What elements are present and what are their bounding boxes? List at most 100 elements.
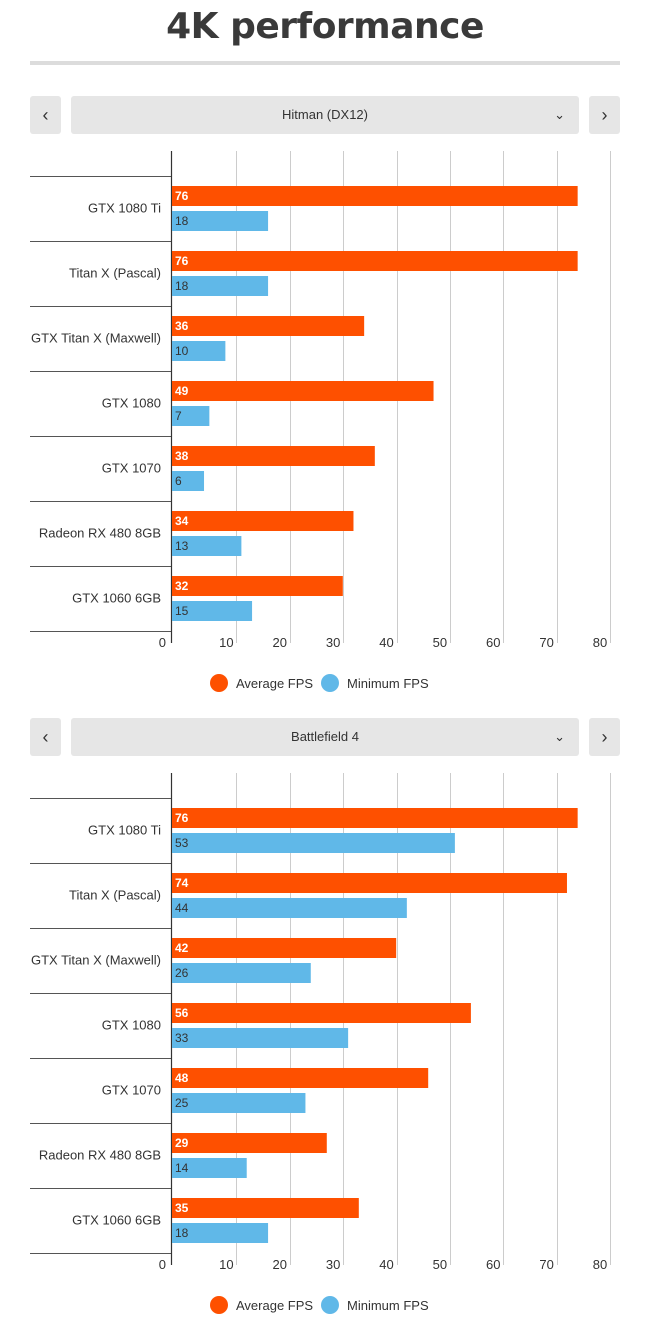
bar-minimum — [172, 833, 455, 853]
category-label: Radeon RX 480 8GB — [39, 1148, 161, 1163]
x-tick-label: 70 — [539, 1257, 553, 1272]
data-label: 13 — [175, 539, 189, 553]
previous-chart-button[interactable]: ‹ — [30, 718, 61, 756]
bar-average — [172, 938, 397, 958]
data-label: 7 — [175, 409, 182, 423]
bar-average — [172, 381, 434, 401]
data-label: 38 — [175, 449, 189, 463]
bar-minimum — [172, 211, 269, 231]
bar-average — [172, 316, 365, 336]
data-label: 29 — [175, 1136, 189, 1150]
data-label: 76 — [175, 254, 189, 268]
chevron-left-icon: ‹ — [42, 726, 49, 747]
x-tick-label: 0 — [159, 635, 166, 650]
legend-label-minimum: Minimum FPS — [347, 675, 429, 691]
next-chart-button[interactable]: › — [589, 718, 620, 756]
chevron-right-icon: › — [601, 104, 608, 125]
data-label: 10 — [175, 344, 189, 358]
category-label: GTX Titan X (Maxwell) — [31, 331, 161, 346]
bar-average — [172, 576, 343, 596]
x-tick-label: 60 — [486, 1257, 500, 1272]
game-select-label: Battlefield 4 — [291, 729, 359, 744]
data-label: 53 — [175, 836, 189, 850]
bar-average — [172, 251, 578, 271]
bar-minimum — [172, 1093, 306, 1113]
legend-swatch-minimum — [321, 674, 339, 692]
data-label: 14 — [175, 1161, 189, 1175]
category-label: Radeon RX 480 8GB — [39, 526, 161, 541]
category-label: GTX 1060 6GB — [72, 591, 161, 606]
bar-minimum — [172, 341, 226, 361]
legend-item-average[interactable]: Average FPS — [210, 1293, 313, 1317]
data-label: 74 — [175, 876, 189, 890]
category-label: GTX 1080 Ti — [88, 201, 161, 216]
x-tick-label: 50 — [433, 635, 447, 650]
data-label: 18 — [175, 214, 189, 228]
bar-average — [172, 511, 354, 531]
category-label: GTX 1070 — [102, 461, 161, 476]
legend-item-minimum[interactable]: Minimum FPS — [321, 671, 429, 695]
x-tick-label: 50 — [433, 1257, 447, 1272]
data-label: 49 — [175, 384, 189, 398]
next-chart-button[interactable]: › — [589, 96, 620, 134]
legend-item-average[interactable]: Average FPS — [210, 671, 313, 695]
data-label: 34 — [175, 514, 189, 528]
chevron-down-icon: ⌄ — [554, 729, 565, 744]
bar-minimum — [172, 898, 407, 918]
data-label: 35 — [175, 1201, 189, 1215]
title-divider — [30, 61, 620, 65]
legend-swatch-average — [210, 674, 228, 692]
category-label: GTX 1080 — [102, 396, 161, 411]
bar-average — [172, 873, 567, 893]
chevron-right-icon: › — [601, 726, 608, 747]
bar-minimum — [172, 1028, 349, 1048]
data-label: 33 — [175, 1031, 189, 1045]
data-label: 42 — [175, 941, 189, 955]
legend-label-average: Average FPS — [236, 675, 314, 691]
chevron-down-icon: ⌄ — [554, 107, 565, 122]
x-tick-label: 60 — [486, 635, 500, 650]
data-label: 18 — [175, 1226, 189, 1240]
x-tick-label: 10 — [219, 1257, 233, 1272]
x-tick-label: 40 — [379, 635, 393, 650]
x-tick-label: 10 — [219, 635, 233, 650]
x-tick-label: 80 — [593, 635, 607, 650]
x-tick-label: 30 — [326, 635, 340, 650]
x-tick-label: 40 — [379, 1257, 393, 1272]
category-label: GTX 1070 — [102, 1083, 161, 1098]
bar-minimum — [172, 471, 205, 491]
bar-average — [172, 1068, 429, 1088]
chart-legend: Average FPS Minimum FPS — [0, 1293, 650, 1317]
legend-label-average: Average FPS — [236, 1297, 314, 1313]
game-select-dropdown[interactable]: Battlefield 4 ⌄ — [71, 718, 579, 756]
game-select-dropdown[interactable]: Hitman (DX12) ⌄ — [71, 96, 579, 134]
category-label: GTX 1060 6GB — [72, 1213, 161, 1228]
chart-panel-battlefield: ‹ Battlefield 4 ⌄ › GTX 1080 Ti 76 53 Titan… — [0, 718, 650, 1330]
chart-panel-hitman: ‹ Hitman (DX12) ⌄ › GTX 1080 Ti 76 18 Titan… — [0, 96, 650, 708]
previous-chart-button[interactable]: ‹ — [30, 96, 61, 134]
legend-swatch-minimum — [321, 1296, 339, 1314]
game-select-label: Hitman (DX12) — [282, 107, 368, 122]
x-tick-label: 30 — [326, 1257, 340, 1272]
bar-average — [172, 1003, 471, 1023]
bar-minimum — [172, 1158, 247, 1178]
data-label: 26 — [175, 966, 189, 980]
bar-minimum — [172, 1223, 269, 1243]
x-tick-label: 70 — [539, 635, 553, 650]
category-label: GTX 1080 Ti — [88, 823, 161, 838]
data-label: 48 — [175, 1071, 189, 1085]
bar-average — [172, 808, 578, 828]
category-label: Titan X (Pascal) — [69, 888, 161, 903]
bar-minimum — [172, 406, 210, 426]
legend-item-minimum[interactable]: Minimum FPS — [321, 1293, 429, 1317]
data-label: 56 — [175, 1006, 189, 1020]
data-label: 25 — [175, 1096, 189, 1110]
data-label: 32 — [175, 579, 189, 593]
page-title: 4K performance — [166, 6, 484, 47]
data-label: 36 — [175, 319, 189, 333]
data-label: 15 — [175, 604, 189, 618]
bar-minimum — [172, 601, 253, 621]
data-label: 18 — [175, 279, 189, 293]
bar-minimum — [172, 963, 311, 983]
